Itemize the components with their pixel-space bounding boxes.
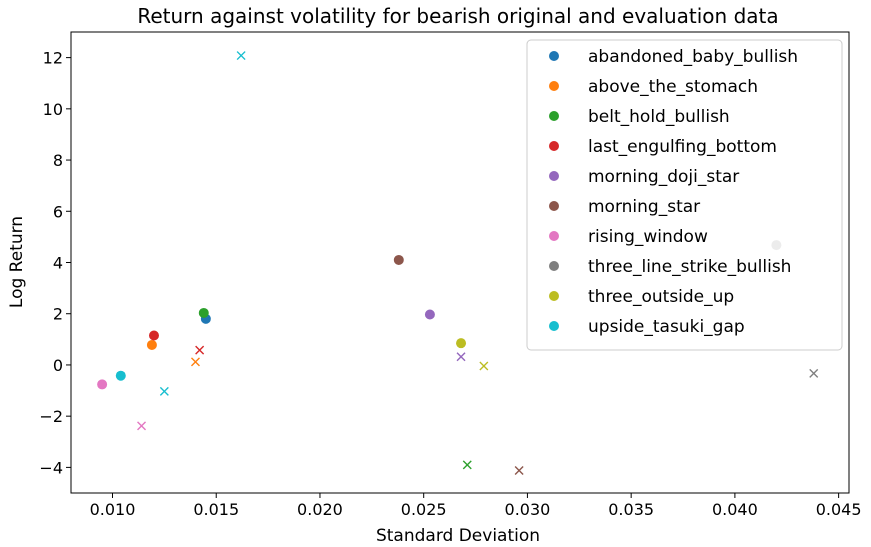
legend-marker — [549, 321, 559, 331]
evaluation-marker-stroke — [479, 361, 489, 371]
y-tick-label: −2 — [39, 407, 63, 426]
x-tick-label: 0.025 — [401, 500, 447, 519]
original-point-belt_hold_bullish — [198, 307, 209, 318]
x-tick-label: 0.020 — [297, 500, 343, 519]
x-tick-label: 0.040 — [712, 500, 758, 519]
y-axis-label: Log Return — [7, 216, 27, 308]
y-tick-label: 12 — [43, 49, 63, 68]
y-tick-label: 10 — [43, 100, 63, 119]
original-point-rising_window — [97, 379, 108, 390]
evaluation-point-morning_star — [514, 465, 524, 475]
evaluation-marker-stroke — [809, 368, 819, 378]
x-axis-label: Standard Deviation — [376, 526, 540, 546]
legend-marker — [549, 141, 559, 151]
legend: abandoned_baby_bullish above_the_stomachb… — [526, 39, 843, 351]
evaluation-marker-stroke — [462, 460, 472, 470]
legend-marker — [549, 261, 559, 271]
evaluation-marker-stroke — [236, 51, 246, 61]
x-tick-label: 0.010 — [90, 500, 136, 519]
legend-marker — [549, 111, 559, 121]
original-point-last_engulfing_bottom — [148, 330, 159, 341]
original-point-morning_doji_star — [424, 309, 435, 320]
x-tick-label: 0.030 — [505, 500, 551, 519]
x-tick-label: 0.035 — [608, 500, 654, 519]
evaluation-point-above_the_stomach — [190, 357, 200, 367]
legend-label: morning_doji_star — [588, 167, 739, 187]
legend-marker — [549, 201, 559, 211]
original-point-morning_star — [393, 254, 404, 265]
y-tick-label: 0 — [53, 356, 63, 375]
x-tick-label: 0.015 — [193, 500, 239, 519]
evaluation-point-upside_tasuki_gap — [159, 386, 169, 396]
legend-marker — [549, 231, 559, 241]
legend-marker — [549, 171, 559, 181]
legend-label: upside_tasuki_gap — [588, 317, 745, 337]
legend-label: belt_hold_bullish — [588, 107, 730, 127]
evaluation-point-three_line_strike_bullish — [809, 368, 819, 378]
evaluation-point-belt_hold_bullish — [462, 460, 472, 470]
legend-box — [526, 39, 843, 351]
evaluation-marker-stroke — [159, 386, 169, 396]
evaluation-marker-stroke — [190, 357, 200, 367]
evaluation-marker-stroke — [137, 421, 147, 431]
evaluation-point-rising_window — [137, 421, 147, 431]
evaluation-marker-stroke — [514, 465, 524, 475]
original-point-three_outside_up — [456, 338, 467, 349]
legend-marker — [549, 81, 559, 91]
original-point-upside_tasuki_gap — [115, 370, 126, 381]
y-axis: −4 −2 0 2 4 6 8 10 12 — [39, 49, 71, 477]
y-tick-label: 8 — [53, 151, 63, 170]
legend-marker — [549, 51, 559, 61]
legend-label: abandoned_baby_bullish — [588, 47, 798, 67]
evaluation-point-three_outside_up — [479, 361, 489, 371]
x-tick-label: 0.045 — [816, 500, 862, 519]
legend-label: rising_window — [588, 227, 708, 247]
x-axis: 0.010 0.015 0.020 0.025 0.030 0.035 0.040 0.045 — [90, 493, 862, 519]
y-tick-label: 6 — [53, 202, 63, 221]
y-tick-label: −4 — [39, 458, 63, 477]
evaluation-point-upside_tasuki_gap — [236, 51, 246, 61]
legend-marker — [549, 291, 559, 301]
legend-label: three_line_strike_bullish — [588, 257, 791, 277]
chart-title: Return against volatility for bearish or… — [137, 4, 778, 28]
original-point-above_the_stomach — [146, 339, 157, 350]
legend-label: last_engulfing_bottom — [588, 137, 777, 157]
evaluation-marker-stroke — [456, 352, 466, 362]
y-tick-label: 2 — [53, 305, 63, 324]
evaluation-point-morning_doji_star — [456, 352, 466, 362]
legend-label: morning_star — [588, 197, 700, 217]
legend-label: above_the_stomach — [588, 77, 758, 97]
legend-label: three_outside_up — [588, 287, 734, 307]
y-tick-label: 4 — [53, 254, 63, 273]
evaluation-marker-stroke — [195, 345, 205, 355]
evaluation-point-last_engulfing_bottom — [195, 345, 205, 355]
